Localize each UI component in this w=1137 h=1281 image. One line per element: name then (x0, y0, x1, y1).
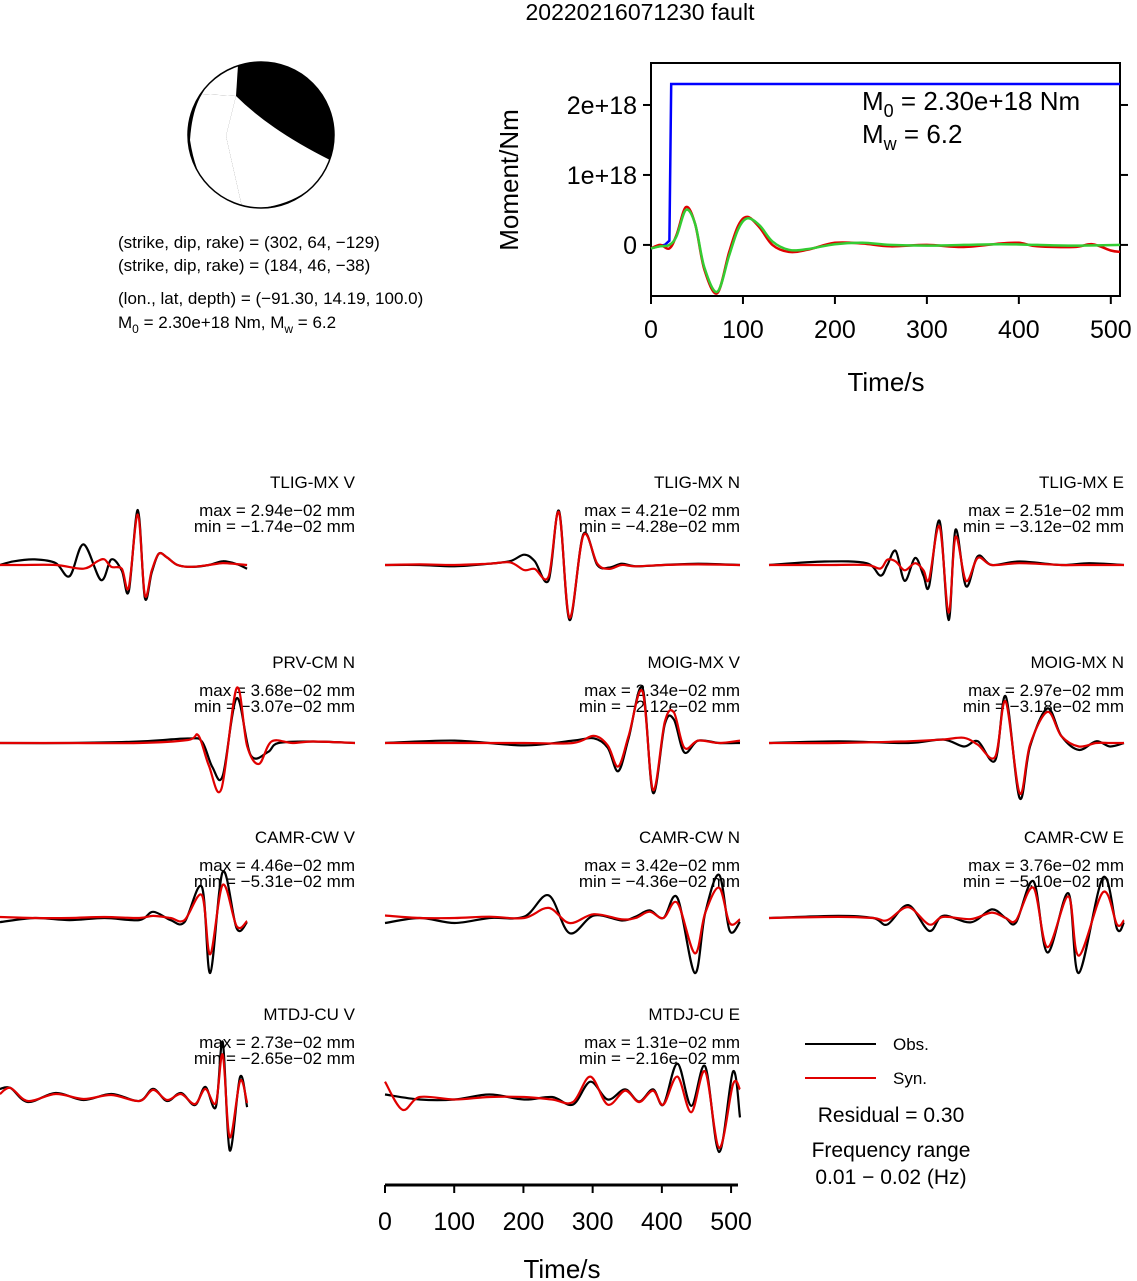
observed-trace (0, 870, 248, 975)
waveform-xtick-label: 0 (378, 1208, 392, 1236)
legend-syn-label: Syn. (893, 1069, 927, 1088)
observed-trace (768, 875, 1125, 975)
station-min: min = −3.07e−02 mm (194, 697, 355, 716)
synthetic-trace (0, 1053, 249, 1139)
synthetic-trace (0, 883, 248, 956)
moment-xtick-label: 0 (644, 316, 658, 344)
station-max: max = 3.42e−02 mm (584, 856, 740, 875)
station-label: CAMR-CW N (639, 828, 740, 847)
observed-trace (0, 697, 356, 782)
waveform-xtick-label: 300 (572, 1208, 614, 1236)
station-label: TLIG-MX E (1039, 473, 1124, 492)
station-min: min = −2.12e−02 mm (579, 697, 740, 716)
synthetic-trace (768, 700, 1124, 795)
station-max: max = 2.51e−02 mm (968, 501, 1124, 520)
moment-annotation-mw: Mw = 6.2 (862, 119, 962, 154)
mechanism-text-3: (lon., lat, depth) = (−91.30, 14.19, 100… (118, 289, 423, 308)
station-max: max = 2.94e−02 mm (199, 501, 355, 520)
station-max: max = 2.34e−02 mm (584, 681, 740, 700)
moment-xlabel: Time/s (847, 367, 924, 397)
synthetic-trace (384, 1070, 741, 1150)
legend: Obs. Syn. (805, 1035, 929, 1088)
observed-trace (768, 519, 1125, 622)
station-max: max = 1.31e−02 mm (584, 1033, 740, 1052)
station-label: MTDJ-CU E (648, 1005, 740, 1024)
moment-ylabel: Moment/Nm (494, 109, 524, 251)
waveform-xlabel: Time/s (523, 1254, 600, 1281)
station-min: min = −1.74e−02 mm (194, 517, 355, 536)
station-min: min = −4.36e−02 mm (579, 872, 740, 891)
mechanism-text-2: (strike, dip, rake) = (184, 46, −38) (118, 256, 370, 275)
frequency-range-value: 0.01 − 0.02 (Hz) (815, 1166, 966, 1189)
station-min: min = −5.31e−02 mm (194, 872, 355, 891)
station-label: CAMR-CW E (1024, 828, 1124, 847)
legend-obs-label: Obs. (893, 1035, 929, 1054)
figure-title: 20220216071230 fault (526, 0, 756, 25)
moment-xtick-label: 500 (1090, 316, 1132, 344)
waveform-xtick-label: 500 (710, 1208, 752, 1236)
station-min: min = −2.16e−02 mm (579, 1049, 740, 1068)
moment-xtick-label: 300 (906, 316, 948, 344)
station-min: min = −2.65e−02 mm (194, 1049, 355, 1068)
station-label: MTDJ-CU V (263, 1005, 355, 1024)
synthetic-trace (384, 511, 741, 619)
moment-plot-frame (650, 62, 1121, 297)
moment-ytick-label: 1e+18 (567, 162, 637, 190)
moment-annotation-m0: M0 = 2.30e+18 Nm (862, 86, 1080, 121)
station-max: max = 3.68e−02 mm (199, 681, 355, 700)
mechanism-text-4: M0 = 2.30e+18 Nm, Mw = 6.2 (118, 313, 336, 336)
frequency-range-title: Frequency range (812, 1139, 971, 1162)
observed-trace (384, 1062, 742, 1154)
waveform-xtick-label: 100 (433, 1208, 475, 1236)
moment-ytick-label: 2e+18 (567, 92, 637, 120)
station-min: min = −4.28e−02 mm (579, 517, 740, 536)
synthetic-trace (0, 686, 356, 794)
moment-xtick-label: 100 (722, 316, 764, 344)
station-max: max = 3.76e−02 mm (968, 856, 1124, 875)
moment-rate-line-green (650, 208, 1121, 294)
moment-xtick-label: 200 (814, 316, 856, 344)
waveform-xtick-label: 400 (641, 1208, 683, 1236)
station-label: CAMR-CW V (255, 828, 356, 847)
station-label: MOIG-MX N (1031, 653, 1125, 672)
synthetic-trace (768, 886, 1125, 957)
station-max: max = 4.21e−02 mm (584, 501, 740, 520)
station-label: MOIG-MX V (647, 653, 740, 672)
station-label: PRV-CM N (272, 653, 355, 672)
moment-ytick-label: 0 (623, 232, 637, 260)
focal-mechanism-beachball (187, 61, 335, 209)
synthetic-trace (385, 688, 741, 792)
station-label: TLIG-MX N (654, 473, 740, 492)
waveform-time-axis: 0 100 200 300 400 500 Time/s (378, 1183, 752, 1281)
waveform-xtick-label: 200 (503, 1208, 545, 1236)
moment-xtick-label: 400 (998, 316, 1040, 344)
station-min: min = −5.10e−02 mm (963, 872, 1124, 891)
station-max: max = 2.97e−02 mm (968, 681, 1124, 700)
station-min: min = −3.12e−02 mm (963, 517, 1124, 536)
residual-text: Residual = 0.30 (818, 1104, 965, 1127)
station-label: TLIG-MX V (270, 473, 356, 492)
station-max: max = 2.73e−02 mm (199, 1033, 355, 1052)
moment-rate-plot: 0 1e+18 2e+18 0 100 200 300 400 500 M0 = 2.30e+… (494, 62, 1132, 397)
station-max: max = 4.46e−02 mm (199, 856, 355, 875)
synthetic-trace (768, 525, 1124, 614)
synthetic-trace (384, 886, 741, 955)
mechanism-text-1: (strike, dip, rake) = (302, 64, −129) (118, 233, 380, 252)
synthetic-trace (0, 513, 248, 598)
